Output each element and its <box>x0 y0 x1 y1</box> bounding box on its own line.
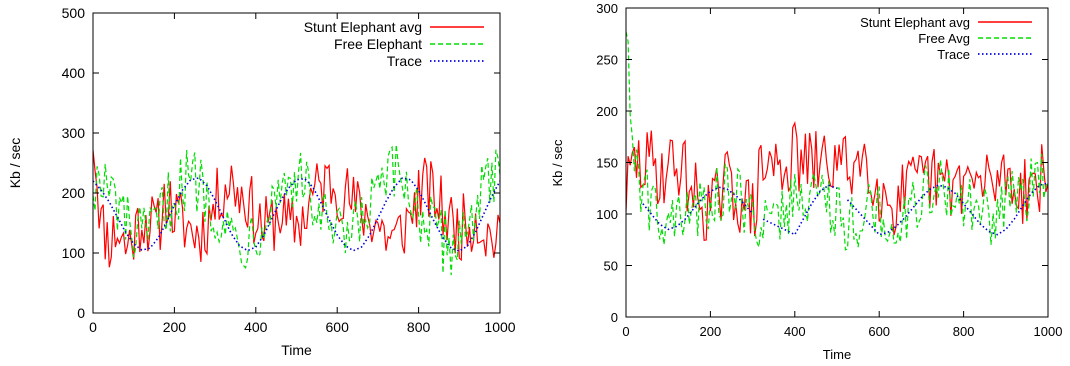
y-tick-label: 200 <box>62 185 86 201</box>
y-tick-label: 100 <box>62 245 86 261</box>
x-tick-label: 800 <box>953 324 975 339</box>
x-tick-label: 1000 <box>484 319 515 335</box>
plot-frame <box>625 7 1049 318</box>
y-tick-label: 0 <box>77 305 85 321</box>
chart-panel-1: 0 200 400 600 800 1000 0 100 200 300 400 500 Time Kb … <box>7 5 516 358</box>
y-axis-title: Kb / sec <box>7 138 23 189</box>
y-tick-label: 400 <box>62 65 86 81</box>
x-tick-label: 0 <box>89 319 97 335</box>
plot-area <box>93 144 500 276</box>
legend-label: Stunt Elephant avg <box>860 15 970 30</box>
y-tick-label: 500 <box>62 5 86 21</box>
x-tick-label: 400 <box>244 319 268 335</box>
x-axis-title: Time <box>823 347 851 362</box>
series-line-1 <box>93 150 500 268</box>
x-tick-label: 800 <box>407 319 431 335</box>
series-line-2 <box>93 144 500 276</box>
series-line-3 <box>93 177 500 253</box>
series-line-1 <box>626 121 1048 241</box>
y-tick-label: 250 <box>596 53 618 68</box>
legend-label: Trace <box>937 47 970 62</box>
legend-label: Free Elephant <box>334 36 422 52</box>
x-tick-label: 200 <box>700 324 722 339</box>
y-tick-label: 150 <box>596 156 618 171</box>
y-axis-title: Kb / sec <box>550 139 565 186</box>
x-tick-label: 600 <box>868 324 890 339</box>
x-tick-label: 1000 <box>1034 324 1063 339</box>
series-line-3 <box>642 182 1048 236</box>
x-tick-label: 400 <box>784 324 806 339</box>
plot-area <box>626 31 1048 251</box>
y-tick-label: 100 <box>596 207 618 222</box>
chart-panel-2: 0 200 400 600 800 1000 0 50 100 150 200 250 300 Time K… <box>550 1 1062 362</box>
x-tick-label: 600 <box>326 319 350 335</box>
series-line-2 <box>626 31 1048 251</box>
legend-label: Free Avg <box>918 31 970 46</box>
legend-label: Stunt Elephant avg <box>304 19 422 35</box>
y-tick-label: 0 <box>611 310 618 325</box>
y-tick-label: 200 <box>596 104 618 119</box>
y-tick-label: 300 <box>62 125 86 141</box>
x-tick-label: 200 <box>163 319 187 335</box>
x-tick-label: 0 <box>622 324 629 339</box>
y-tick-label: 300 <box>596 1 618 16</box>
x-axis-title: Time <box>281 342 312 358</box>
legend-label: Trace <box>387 53 422 69</box>
plot-frame <box>92 12 501 314</box>
y-tick-label: 50 <box>604 259 618 274</box>
